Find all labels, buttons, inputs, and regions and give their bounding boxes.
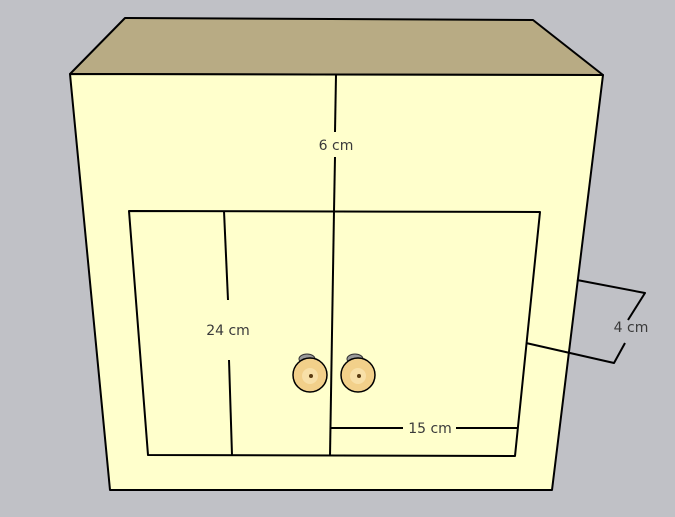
right-door-knob-center xyxy=(357,374,361,378)
left-door-knob xyxy=(292,353,328,393)
dimension-door-height: 24 cm xyxy=(206,210,250,456)
dimension-door-width: 15 cm xyxy=(330,421,517,437)
dimension-top-gap-line-upper xyxy=(334,74,337,133)
dimension-top-gap: 6 cm xyxy=(319,74,354,212)
dimension-door-height-label: 24 cm xyxy=(206,323,250,339)
left-door-knob-center xyxy=(309,374,313,378)
dimension-door-height-line-lower xyxy=(228,359,233,456)
dimension-depth: 4 cm xyxy=(525,279,649,364)
cabinet-front-face xyxy=(69,73,604,491)
dimension-depth-line-lower xyxy=(525,342,626,364)
cabinet-top-face xyxy=(69,17,604,76)
dimension-depth-label: 4 cm xyxy=(614,320,649,336)
dimension-top-gap-label: 6 cm xyxy=(319,138,354,154)
door-frame xyxy=(128,210,541,457)
dimension-top-gap-line-lower xyxy=(333,156,336,212)
dimension-door-width-label: 15 cm xyxy=(408,421,452,437)
right-door-knob xyxy=(340,353,376,393)
dimension-door-height-line-upper xyxy=(223,210,229,301)
dimension-depth-line-upper xyxy=(576,279,646,321)
door-divider xyxy=(329,210,335,457)
